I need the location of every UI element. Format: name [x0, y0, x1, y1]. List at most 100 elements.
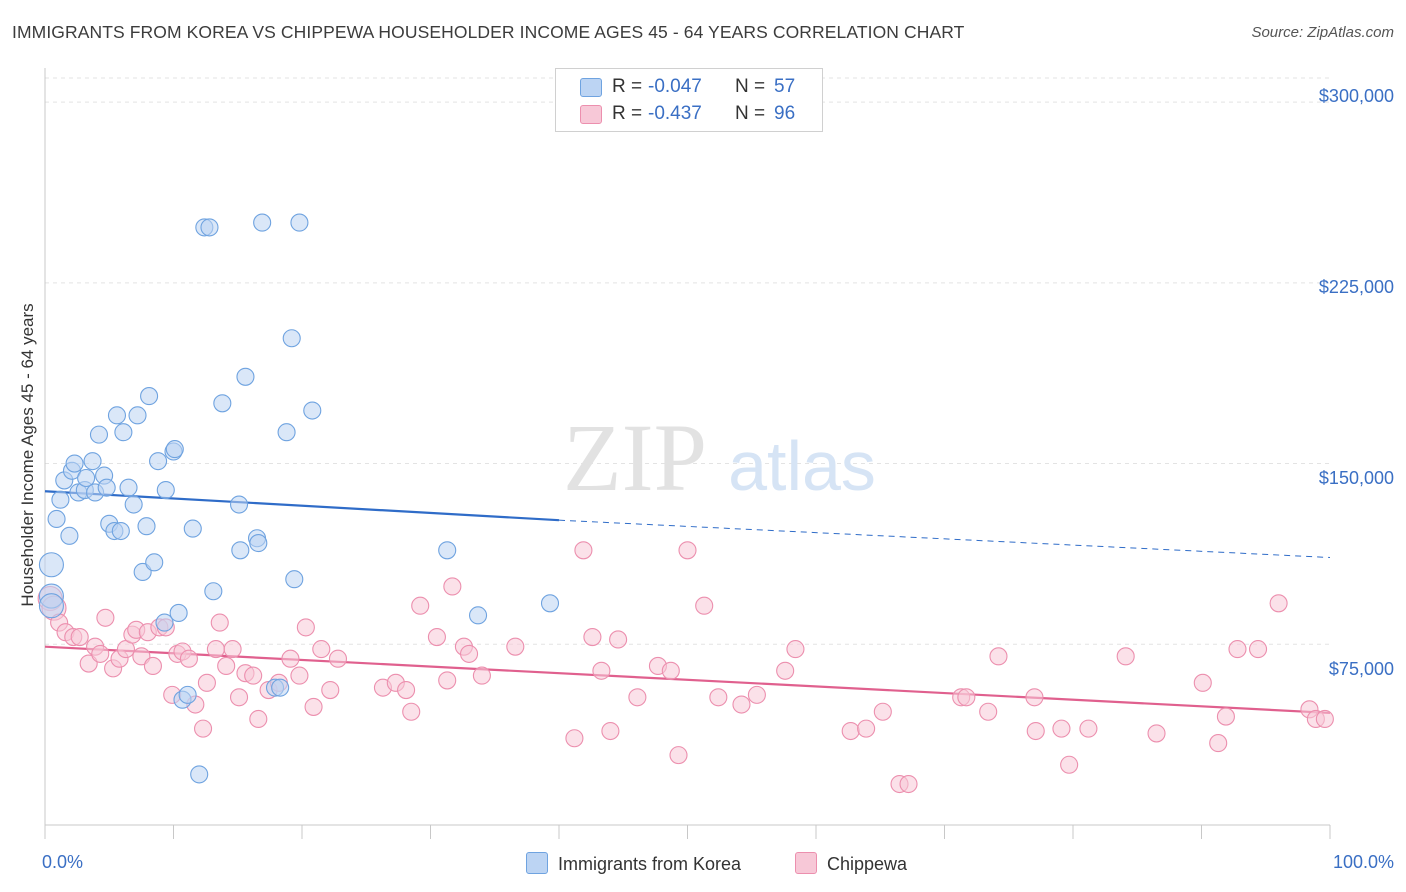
trend-lines [44, 490, 1331, 715]
chippewa-point [194, 719, 213, 738]
chippewa-point [957, 688, 976, 707]
chippewa-point [223, 640, 242, 659]
chippewa-point [786, 640, 805, 659]
korea-point [133, 562, 152, 582]
chippewa-point [143, 656, 162, 676]
chippewa-point [841, 721, 860, 741]
chippewa-point [776, 661, 795, 680]
chippewa-point [669, 746, 688, 765]
legend-label-korea: Immigrants from Korea [558, 854, 742, 874]
chippewa-point [459, 644, 479, 663]
chippewa-point [1116, 647, 1135, 666]
korea-swatch [580, 78, 602, 97]
chippewa-point [229, 688, 249, 707]
korea-point [77, 468, 96, 488]
korea-point [47, 509, 66, 529]
chippewa-points [37, 541, 1334, 794]
chippewa-point [1079, 719, 1098, 738]
chippewa-point [732, 695, 751, 714]
korea-point [149, 452, 168, 471]
korea-point [200, 218, 219, 237]
chippewa-point [304, 697, 323, 716]
chippewa-legend-swatch [795, 852, 817, 874]
chippewa-point [1248, 640, 1268, 659]
chippewa-point [678, 541, 697, 560]
korea-point [282, 329, 301, 348]
korea-point [290, 213, 309, 232]
korea-point [229, 495, 249, 514]
chippewa-point [1147, 724, 1166, 743]
chippewa-point [1052, 719, 1071, 738]
korea-point [155, 613, 174, 632]
chippewa-point [628, 688, 647, 707]
chippewa-point [609, 630, 628, 649]
chippewa-point [132, 647, 151, 666]
source-label: Source: ZipAtlas.com [1251, 24, 1394, 41]
chippewa-point [583, 627, 602, 647]
korea-point [65, 454, 84, 473]
korea-point [137, 517, 156, 536]
legend-label-chippewa: Chippewa [827, 854, 908, 874]
korea-point [190, 765, 209, 784]
chippewa-point [1216, 707, 1235, 726]
chippewa-point [217, 656, 236, 676]
n-label: N = [735, 103, 766, 124]
x-tick-label-min: 0.0% [42, 852, 84, 872]
korea-point [438, 541, 457, 560]
chippewa-point [197, 673, 216, 692]
korea-point [169, 603, 188, 622]
n-label: N = [735, 76, 766, 97]
chippewa-point [1315, 709, 1334, 729]
korea-point [213, 394, 232, 413]
chippewa-point [411, 596, 430, 615]
korea-point [178, 685, 197, 704]
chippewa-point [79, 654, 98, 673]
korea-point [145, 553, 164, 572]
chippewa-trend-line [44, 645, 1331, 715]
korea-legend-swatch [526, 852, 548, 874]
korea-point [60, 526, 79, 545]
korea-point [89, 425, 109, 444]
r-label: R = [612, 103, 643, 124]
korea-point [271, 678, 290, 697]
chippewa-point [873, 702, 892, 721]
y-tick-label: $300,000 [1318, 86, 1394, 106]
chippewa-point [989, 647, 1008, 666]
chippewa-point [91, 644, 110, 663]
chippewa-point [592, 661, 611, 680]
chippewa-point [695, 596, 714, 615]
korea-point [156, 481, 175, 500]
y-tick-label: $150,000 [1318, 468, 1394, 488]
watermark-zip: ZIP [563, 404, 707, 511]
chippewa-point [472, 666, 491, 685]
chippewa-swatch [580, 105, 602, 124]
korea-point [111, 521, 130, 541]
r-label: R = [612, 76, 643, 97]
chippewa-point [249, 709, 268, 729]
chippewa-point [321, 681, 340, 700]
r-value-korea: -0.047 [648, 76, 702, 97]
korea-point [140, 387, 159, 406]
chippewa-point [574, 541, 593, 560]
chippewa-point [899, 774, 918, 794]
chart-title: IMMIGRANTS FROM KOREA VS CHIPPEWA HOUSEH… [12, 22, 965, 42]
chippewa-point [296, 618, 315, 637]
y-tick-label: $225,000 [1318, 277, 1394, 297]
chippewa-point [179, 649, 198, 668]
korea-point [231, 541, 250, 560]
korea-point [128, 406, 147, 425]
korea-point [540, 594, 560, 613]
chippewa-point [1025, 688, 1044, 707]
chippewa-point [661, 661, 680, 680]
chippewa-point [210, 613, 229, 632]
watermark-atlas: atlas [728, 427, 876, 505]
korea-point [253, 213, 272, 232]
legend-item-korea: Immigrants from Korea [526, 852, 741, 875]
korea-point [236, 367, 255, 386]
korea-point [204, 582, 223, 601]
chippewa-point [747, 685, 766, 704]
legend-item-chippewa: Chippewa [795, 852, 907, 875]
korea-point [277, 423, 296, 442]
chippewa-point [281, 649, 300, 668]
